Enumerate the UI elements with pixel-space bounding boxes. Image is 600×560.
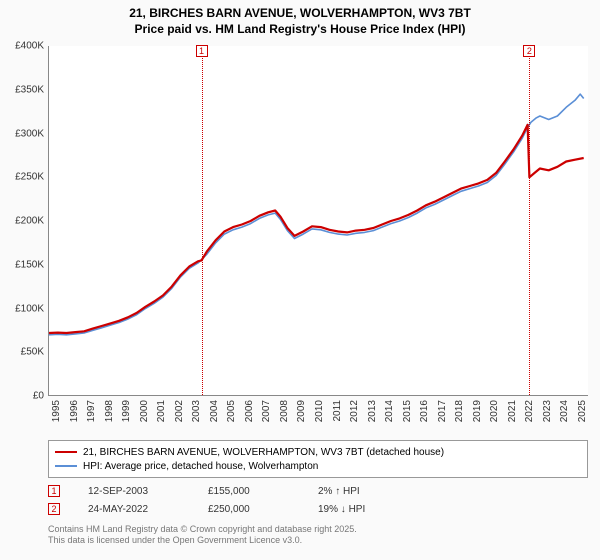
x-tick-label: 1995 [51, 400, 62, 422]
sales-table: 1 12-SEP-2003 £155,000 2% ↑ HPI 2 24-MAY… [48, 482, 428, 518]
legend: 21, BIRCHES BARN AVENUE, WOLVERHAMPTON, … [48, 440, 588, 478]
sale-price: £155,000 [208, 486, 318, 497]
x-tick-label: 1996 [69, 400, 80, 422]
chart-title: 21, BIRCHES BARN AVENUE, WOLVERHAMPTON, … [0, 0, 600, 37]
x-tick-label: 2001 [156, 400, 167, 422]
x-tick-label: 2017 [437, 400, 448, 422]
legend-swatch [55, 465, 77, 468]
sale-vertical-line [202, 46, 203, 395]
y-tick-label: £350K [4, 84, 44, 95]
y-tick-label: £0 [4, 391, 44, 402]
x-tick-label: 2018 [454, 400, 465, 422]
x-tick-label: 2025 [577, 400, 588, 422]
x-tick-label: 2023 [542, 400, 553, 422]
legend-label: HPI: Average price, detached house, Wolv… [83, 461, 318, 472]
x-tick-label: 1999 [121, 400, 132, 422]
x-tick-label: 2020 [489, 400, 500, 422]
x-tick-label: 2007 [261, 400, 272, 422]
x-tick-label: 2012 [349, 400, 360, 422]
title-line-1: 21, BIRCHES BARN AVENUE, WOLVERHAMPTON, … [0, 6, 600, 22]
footer-line-1: Contains HM Land Registry data © Crown c… [48, 524, 357, 535]
chart-container: 21, BIRCHES BARN AVENUE, WOLVERHAMPTON, … [0, 0, 600, 560]
x-tick-label: 1997 [86, 400, 97, 422]
x-tick-label: 2002 [174, 400, 185, 422]
sale-date: 24-MAY-2022 [88, 504, 208, 515]
x-tick-label: 2019 [472, 400, 483, 422]
x-tick-label: 2013 [367, 400, 378, 422]
x-tick-label: 2004 [209, 400, 220, 422]
series-hpi [49, 94, 584, 335]
x-tick-label: 2003 [191, 400, 202, 422]
y-tick-label: £400K [4, 41, 44, 52]
x-tick-label: 2021 [507, 400, 518, 422]
y-tick-label: £250K [4, 172, 44, 183]
x-tick-label: 1998 [104, 400, 115, 422]
sale-row: 1 12-SEP-2003 £155,000 2% ↑ HPI [48, 482, 428, 500]
x-tick-label: 2016 [419, 400, 430, 422]
x-tick-label: 2008 [279, 400, 290, 422]
x-tick-label: 2011 [332, 400, 343, 422]
y-tick-label: £300K [4, 128, 44, 139]
sale-row: 2 24-MAY-2022 £250,000 19% ↓ HPI [48, 500, 428, 518]
sale-marker-on-chart: 1 [196, 45, 208, 57]
legend-swatch [55, 451, 77, 454]
x-tick-label: 2006 [244, 400, 255, 422]
chart-lines [49, 46, 588, 395]
x-tick-label: 2009 [296, 400, 307, 422]
sale-price: £250,000 [208, 504, 318, 515]
y-tick-label: £50K [4, 347, 44, 358]
x-tick-label: 2005 [226, 400, 237, 422]
legend-item-hpi: HPI: Average price, detached house, Wolv… [55, 459, 581, 473]
x-tick-label: 2010 [314, 400, 325, 422]
x-tick-label: 2000 [139, 400, 150, 422]
title-line-2: Price paid vs. HM Land Registry's House … [0, 22, 600, 38]
y-tick-label: £100K [4, 303, 44, 314]
sale-vertical-line [529, 46, 530, 395]
footer-line-2: This data is licensed under the Open Gov… [48, 535, 357, 546]
legend-item-price-paid: 21, BIRCHES BARN AVENUE, WOLVERHAMPTON, … [55, 445, 581, 459]
sale-date: 12-SEP-2003 [88, 486, 208, 497]
sale-marker: 1 [48, 485, 60, 497]
footer-attribution: Contains HM Land Registry data © Crown c… [48, 524, 357, 547]
y-tick-label: £200K [4, 216, 44, 227]
sale-diff: 2% ↑ HPI [318, 486, 428, 497]
y-tick-label: £150K [4, 259, 44, 270]
x-tick-label: 2022 [524, 400, 535, 422]
plot-area: 12 [48, 46, 588, 396]
sale-marker-on-chart: 2 [523, 45, 535, 57]
x-tick-label: 2015 [402, 400, 413, 422]
x-tick-label: 2014 [384, 400, 395, 422]
sale-marker: 2 [48, 503, 60, 515]
sale-diff: 19% ↓ HPI [318, 504, 428, 515]
legend-label: 21, BIRCHES BARN AVENUE, WOLVERHAMPTON, … [83, 447, 444, 458]
x-tick-label: 2024 [559, 400, 570, 422]
